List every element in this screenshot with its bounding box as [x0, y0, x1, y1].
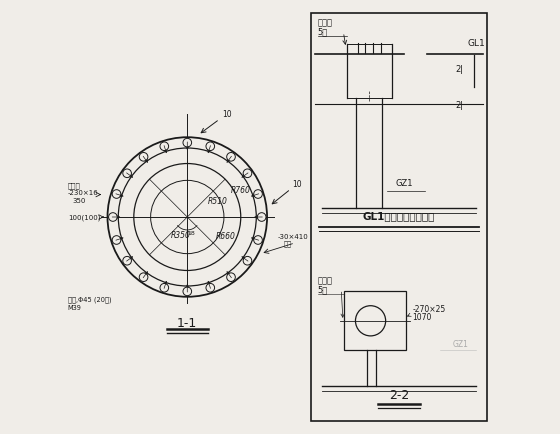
Text: 10: 10	[222, 109, 231, 118]
Text: 18: 18	[187, 231, 195, 236]
Circle shape	[183, 287, 192, 296]
Circle shape	[206, 142, 214, 151]
Circle shape	[160, 283, 169, 292]
Circle shape	[227, 152, 235, 161]
Bar	[311, 13, 487, 421]
Text: 连接板: 连接板	[318, 18, 333, 27]
Text: -270×25: -270×25	[412, 305, 446, 314]
Text: 1-1: 1-1	[177, 317, 198, 330]
Circle shape	[139, 152, 148, 161]
Text: GL1与锂柱连接示意图: GL1与锂柱连接示意图	[363, 211, 435, 221]
Circle shape	[243, 169, 252, 178]
Text: 2|: 2|	[455, 65, 463, 74]
Circle shape	[109, 213, 117, 221]
Text: R660: R660	[215, 232, 235, 240]
Circle shape	[254, 236, 262, 244]
Circle shape	[254, 190, 262, 198]
Text: 350: 350	[72, 198, 86, 204]
Text: GZ1: GZ1	[452, 340, 468, 349]
Text: 5块: 5块	[318, 286, 328, 295]
Text: 耳板: 耳板	[283, 240, 291, 247]
Circle shape	[206, 283, 214, 292]
Text: GL1: GL1	[468, 39, 485, 48]
Circle shape	[139, 273, 148, 282]
Text: M39: M39	[68, 305, 82, 311]
Text: -230×16: -230×16	[68, 191, 99, 197]
Text: 1070: 1070	[412, 312, 432, 322]
Circle shape	[243, 256, 252, 265]
Text: 10: 10	[292, 180, 302, 189]
Text: -30×410: -30×410	[278, 233, 309, 240]
Text: 5块: 5块	[318, 28, 328, 36]
Bar	[344, 292, 406, 350]
Text: 螺栌,Φ45 (20个): 螺栌,Φ45 (20个)	[68, 296, 111, 302]
Text: 2-2: 2-2	[389, 388, 409, 401]
Text: R510: R510	[208, 197, 228, 206]
Circle shape	[258, 213, 266, 221]
Circle shape	[183, 138, 192, 147]
Text: 2|: 2|	[455, 101, 463, 110]
Circle shape	[123, 169, 132, 178]
Circle shape	[123, 256, 132, 265]
Text: 100(100): 100(100)	[68, 214, 100, 220]
Circle shape	[112, 236, 121, 244]
Circle shape	[112, 190, 121, 198]
Text: GZ1: GZ1	[395, 179, 413, 188]
Text: R760: R760	[230, 186, 250, 195]
Circle shape	[160, 142, 169, 151]
Text: 冲山平: 冲山平	[68, 183, 81, 189]
Text: R350: R350	[171, 231, 191, 240]
Circle shape	[227, 273, 235, 282]
Text: 连接板: 连接板	[318, 277, 333, 286]
